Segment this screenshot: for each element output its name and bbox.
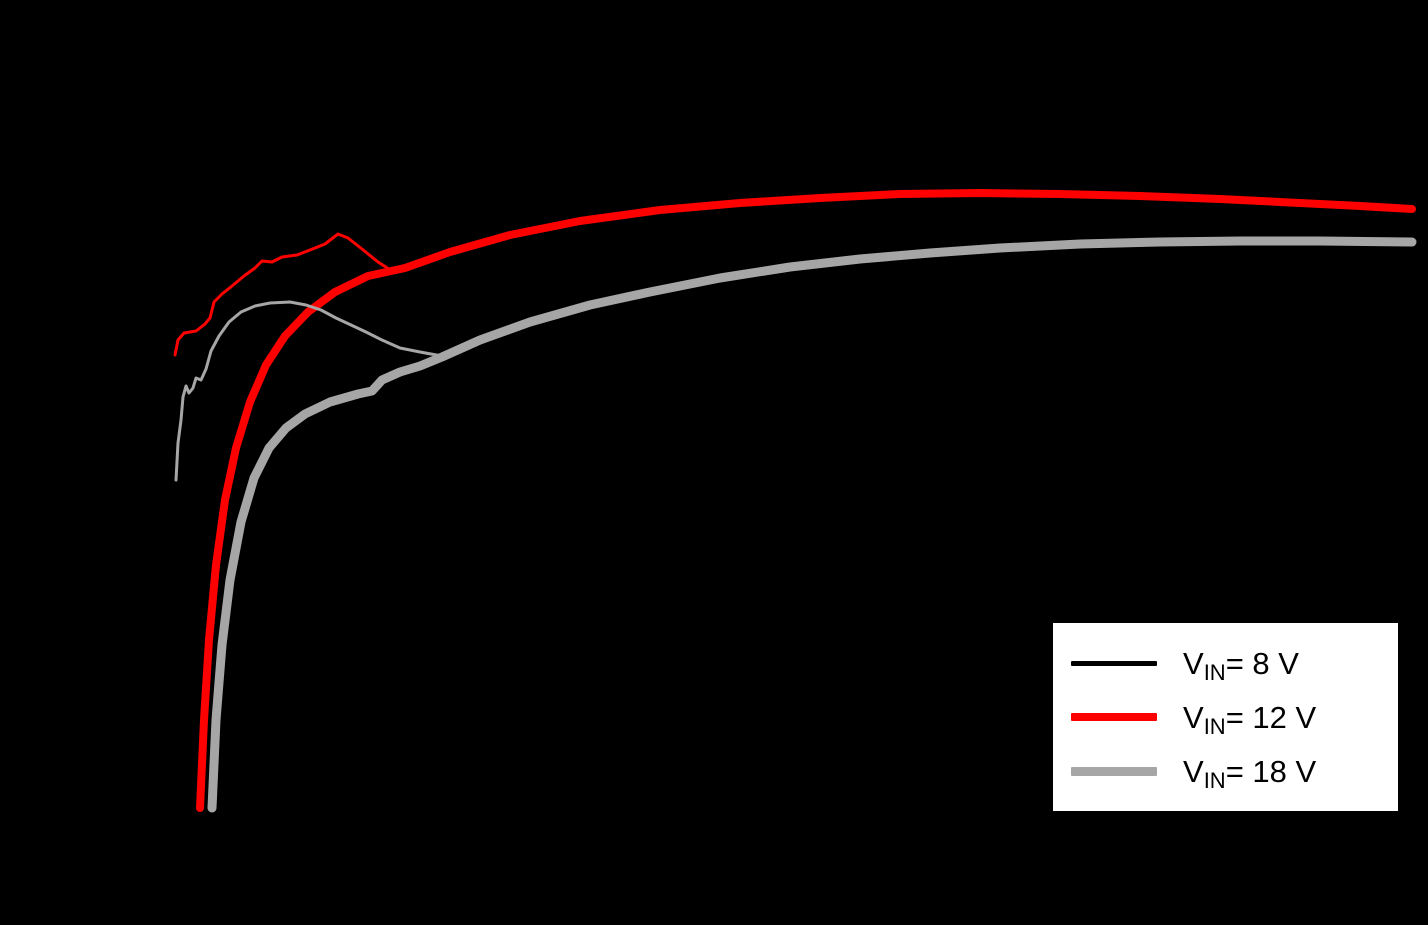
legend-swatch-gray-line bbox=[1071, 766, 1157, 776]
legend-label-prefix: V bbox=[1183, 699, 1204, 735]
legend-swatch-red-line bbox=[1071, 713, 1157, 721]
legend: V IN = 8 V V IN = 12 V V IN = 18 V bbox=[1053, 623, 1398, 811]
series-line bbox=[174, 300, 444, 482]
legend-label-subscript: IN bbox=[1203, 767, 1226, 793]
legend-item-vin-8v: V IN = 8 V bbox=[1071, 643, 1380, 683]
legend-label-value: = 12 V bbox=[1225, 699, 1317, 735]
legend-label-subscript: IN bbox=[1203, 659, 1226, 685]
legend-label-vin-12v: V IN = 12 V bbox=[1183, 699, 1317, 738]
legend-label-prefix: V bbox=[1183, 645, 1204, 681]
series-line bbox=[207, 236, 1417, 813]
legend-label-subscript: IN bbox=[1203, 713, 1226, 739]
legend-item-vin-18v: V IN = 18 V bbox=[1071, 751, 1380, 791]
legend-item-vin-12v: V IN = 12 V bbox=[1071, 697, 1380, 737]
legend-label-value: = 18 V bbox=[1225, 753, 1317, 789]
legend-label-value: = 8 V bbox=[1225, 645, 1299, 681]
legend-label-prefix: V bbox=[1183, 753, 1204, 789]
legend-swatch-black-line bbox=[1071, 660, 1157, 666]
legend-label-vin-18v: V IN = 18 V bbox=[1183, 753, 1317, 792]
series-line bbox=[196, 189, 1416, 812]
legend-label-vin-8v: V IN = 8 V bbox=[1183, 645, 1299, 684]
series-line bbox=[173, 232, 408, 357]
